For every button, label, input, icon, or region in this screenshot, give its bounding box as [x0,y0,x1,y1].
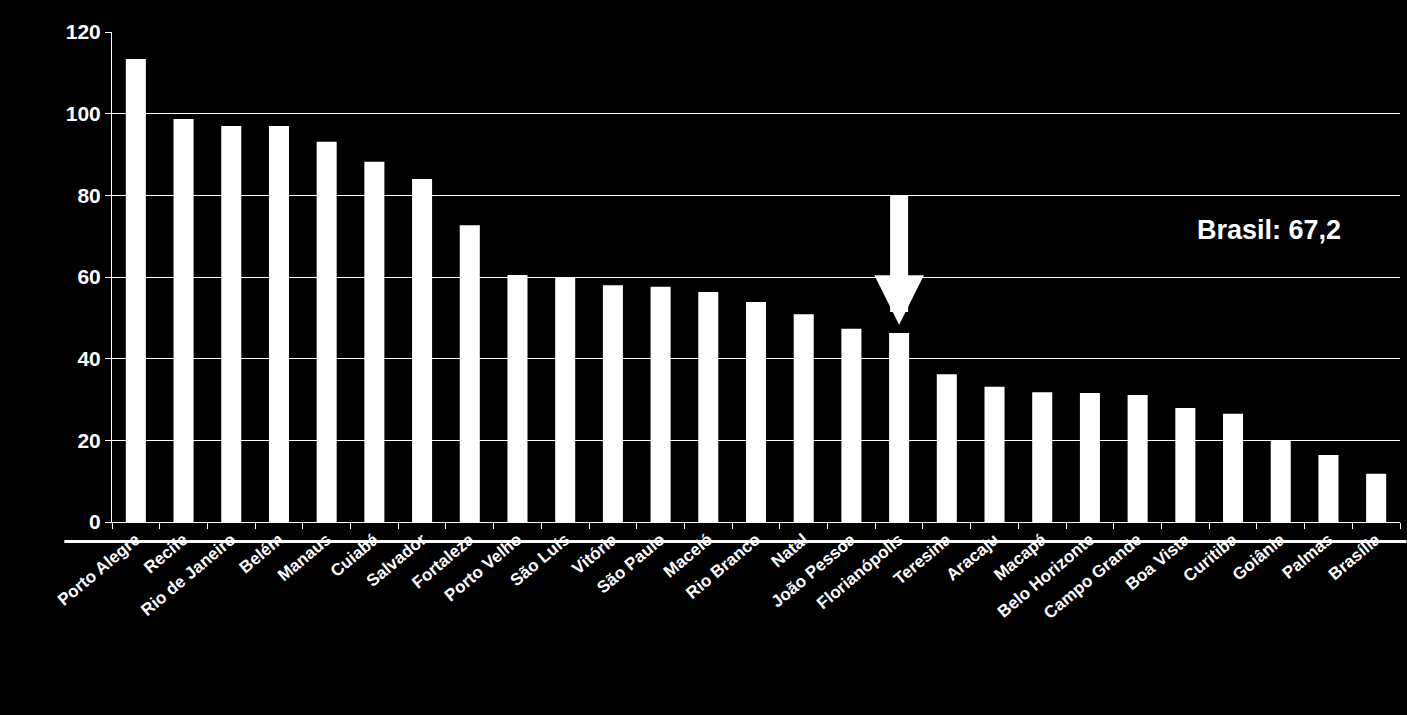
svg-text:Brasil: 67,2: Brasil: 67,2 [1197,215,1341,245]
svg-text:60: 60 [77,265,100,288]
svg-text:Brasília: Brasília [1325,530,1385,584]
svg-text:Curitiba: Curitiba [1180,530,1242,586]
svg-text:20: 20 [77,429,100,452]
svg-text:Salvador: Salvador [363,530,431,591]
svg-text:Rio de Janeiro: Rio de Janeiro [137,530,239,620]
svg-text:Belém: Belém [236,530,287,577]
svg-text:Macapá: Macapá [990,530,1050,585]
svg-text:Manaus: Manaus [274,530,335,585]
svg-text:100: 100 [66,102,101,125]
svg-text:Teresina: Teresina [890,530,955,589]
svg-text:Porto Velho: Porto Velho [441,530,526,605]
svg-text:80: 80 [77,184,100,207]
svg-text:Aracaju: Aracaju [943,530,1003,585]
svg-text:120: 120 [66,20,101,43]
svg-text:Boa Vista: Boa Vista [1122,530,1194,595]
svg-text:São Paulo: São Paulo [593,530,668,597]
svg-text:0: 0 [89,510,101,533]
svg-text:São Luís: São Luís [507,530,573,590]
svg-text:Natal: Natal [768,530,812,571]
svg-text:40: 40 [77,347,100,370]
svg-text:Rio Branco: Rio Branco [682,530,764,603]
svg-text:Maceió: Maceió [660,530,716,582]
svg-text:Cuiabá: Cuiabá [327,530,383,581]
svg-text:Porto Alegre: Porto Alegre [54,530,144,610]
svg-text:Florianópolis: Florianópolis [813,530,907,613]
svg-text:Goiânia: Goiânia [1229,530,1289,585]
svg-text:Fortaleza: Fortaleza [408,530,478,593]
svg-text:Vitória: Vitória [568,530,621,579]
svg-text:João Pessoa: João Pessoa [768,530,860,612]
svg-text:Recife: Recife [140,530,191,577]
svg-text:Palmas: Palmas [1279,530,1337,583]
svg-text:Belo Horizonte: Belo Horizonte [994,530,1098,622]
svg-text:Campo Grande: Campo Grande [1040,530,1146,623]
